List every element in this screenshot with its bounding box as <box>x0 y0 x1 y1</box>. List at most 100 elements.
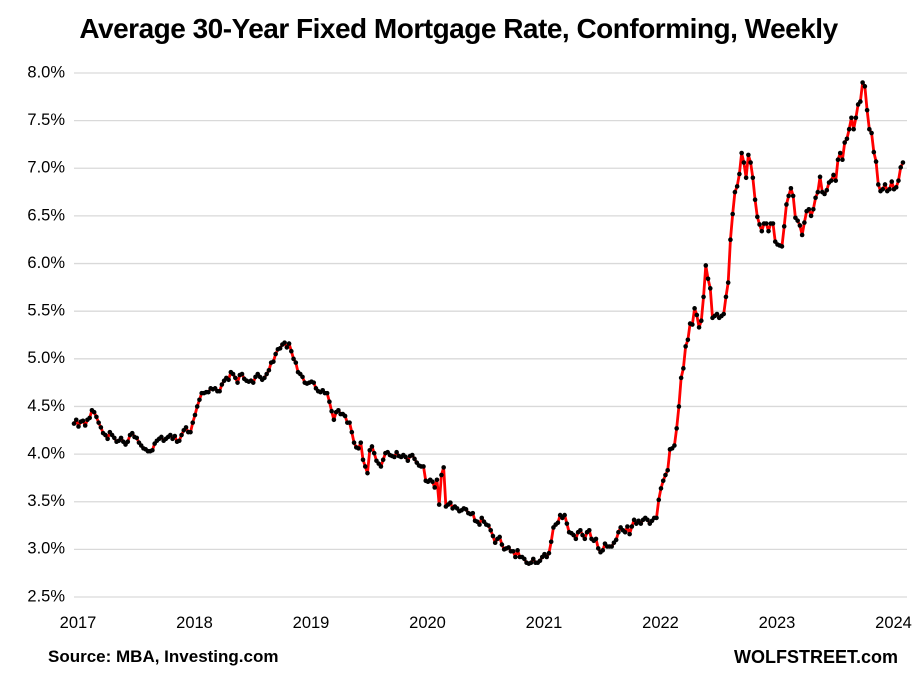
y-tick-label: 4.5% <box>27 397 65 415</box>
data-point <box>853 115 859 121</box>
y-tick-label: 3.0% <box>27 540 65 558</box>
data-point <box>600 548 606 553</box>
data-point <box>578 528 583 533</box>
data-point <box>580 532 585 538</box>
x-tick-label: 2022 <box>642 614 679 632</box>
data-point <box>837 150 843 156</box>
data-point <box>835 157 841 162</box>
data-point <box>627 531 632 537</box>
data-point <box>194 404 200 409</box>
data-point <box>692 306 697 311</box>
data-point <box>510 548 516 554</box>
data-point <box>105 436 110 442</box>
data-point <box>239 371 245 377</box>
data-point <box>80 418 86 424</box>
data-point <box>896 178 901 183</box>
data-point <box>177 438 182 444</box>
data-point <box>616 529 621 535</box>
data-point <box>103 432 108 438</box>
data-point <box>799 232 805 238</box>
data-point <box>813 195 818 201</box>
data-point <box>506 545 511 550</box>
data-point <box>271 359 276 364</box>
data-point <box>656 497 662 503</box>
data-point <box>797 223 803 228</box>
data-point <box>864 107 870 113</box>
data-point <box>192 412 198 418</box>
data-point <box>360 457 366 463</box>
data-point <box>96 420 101 425</box>
data-point <box>515 548 520 553</box>
y-tick-label: 5.0% <box>27 349 65 367</box>
data-point <box>873 159 879 164</box>
data-point <box>694 312 700 318</box>
data-point <box>544 554 550 560</box>
data-point <box>593 536 599 542</box>
data-point <box>441 465 446 470</box>
data-point <box>833 178 839 183</box>
data-point <box>311 380 317 385</box>
data-point <box>849 115 854 121</box>
data-point <box>277 346 283 351</box>
data-point <box>197 397 202 403</box>
data-point <box>378 464 384 469</box>
data-point <box>98 425 104 430</box>
data-point <box>846 126 852 132</box>
data-point <box>732 189 738 195</box>
data-point <box>528 560 534 565</box>
y-tick-label: 6.5% <box>27 206 65 224</box>
data-point <box>757 222 762 227</box>
data-point <box>665 467 670 473</box>
data-point <box>815 189 821 195</box>
data-point <box>217 388 222 394</box>
data-point <box>342 413 348 419</box>
data-point <box>893 185 899 190</box>
data-point <box>660 478 666 484</box>
source-note: Source: MBA, Investing.com <box>48 647 279 666</box>
data-point <box>394 449 399 455</box>
data-point <box>609 544 614 549</box>
y-tick-label: 7.5% <box>27 111 65 129</box>
data-point <box>264 371 269 377</box>
x-tick-label: 2024 <box>875 614 912 632</box>
data-point <box>349 429 355 435</box>
data-point <box>840 157 845 162</box>
data-point <box>488 528 494 533</box>
data-point <box>129 430 135 436</box>
data-point <box>233 375 238 381</box>
data-point <box>125 439 131 445</box>
data-point <box>802 220 807 225</box>
data-point <box>784 202 789 207</box>
data-point <box>172 433 178 439</box>
data-point <box>362 464 368 469</box>
data-point <box>479 515 485 521</box>
data-point <box>685 337 691 343</box>
data-point <box>477 522 482 527</box>
x-tick-label: 2018 <box>176 614 213 632</box>
data-point <box>779 244 785 249</box>
data-point <box>766 228 771 234</box>
data-point <box>860 80 865 85</box>
data-point <box>880 186 886 192</box>
data-point <box>645 517 650 523</box>
data-point <box>788 185 794 191</box>
data-point <box>87 415 92 421</box>
data-point <box>696 325 702 330</box>
x-tick-label: 2023 <box>759 614 796 632</box>
data-point <box>876 182 881 187</box>
data-point <box>699 318 704 324</box>
data-point <box>586 528 592 533</box>
x-tick-label: 2020 <box>409 614 446 632</box>
data-point <box>562 512 567 518</box>
data-point <box>786 193 791 199</box>
data-point <box>282 340 287 345</box>
data-point <box>750 175 756 181</box>
data-point <box>448 500 453 505</box>
data-point <box>828 178 834 183</box>
data-point <box>188 429 193 435</box>
data-point <box>817 174 823 180</box>
data-point <box>678 375 684 381</box>
data-point <box>672 443 677 448</box>
data-point <box>625 524 630 529</box>
data-point <box>730 211 735 217</box>
